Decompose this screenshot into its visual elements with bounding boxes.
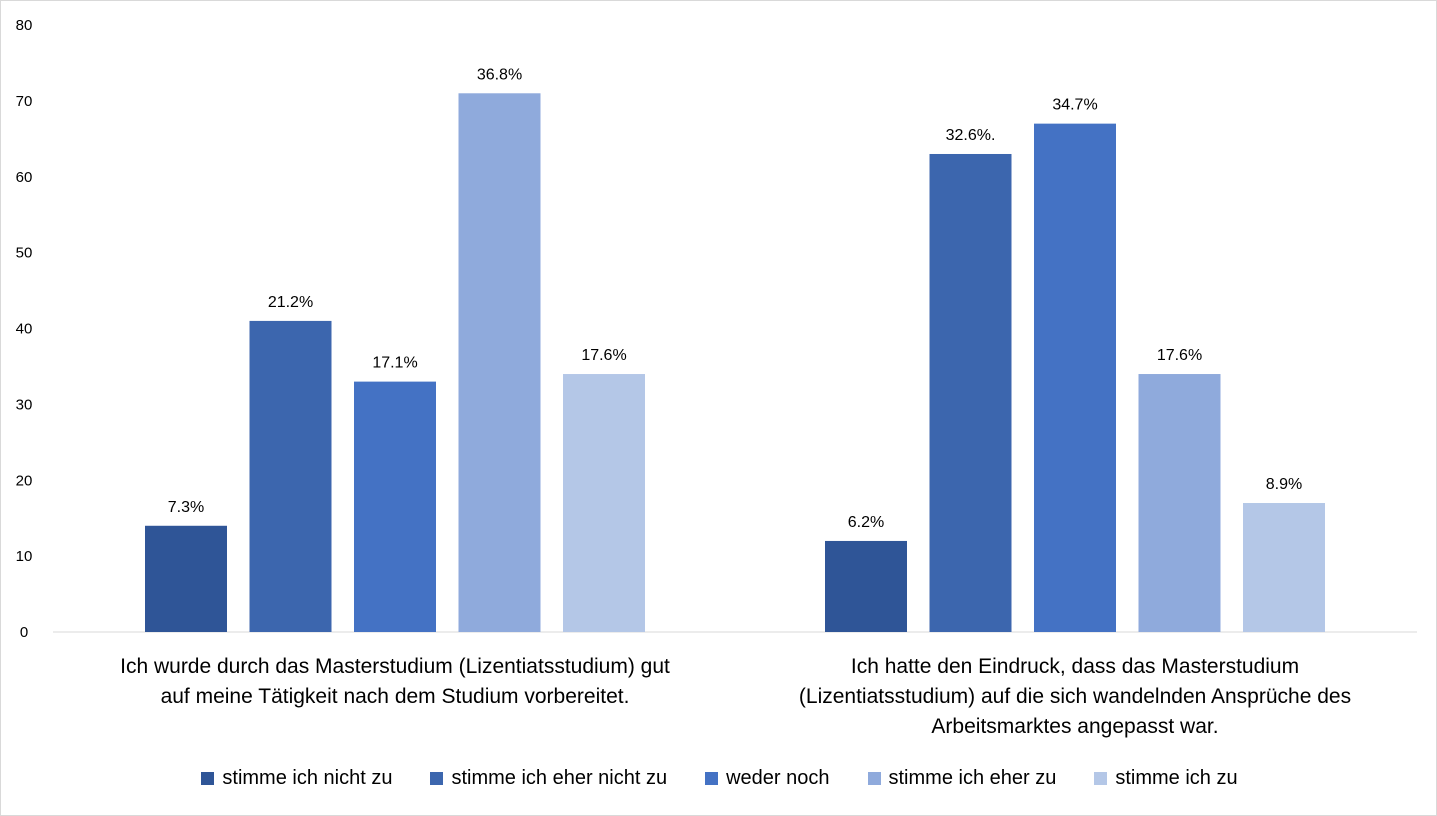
y-tick-label: 50 (16, 245, 33, 262)
bar-4-group-2 (1138, 374, 1221, 632)
legend-label: stimme ich nicht zu (222, 767, 393, 789)
data-label: 34.7% (1052, 97, 1097, 114)
bar-3-group-1 (354, 381, 436, 632)
legend-label: stimme ich eher nicht zu (451, 767, 668, 789)
legend-swatch (867, 772, 881, 785)
category-label: Ich hatte den Eindruck, dass das Masters… (851, 655, 1299, 678)
data-label: 17.1% (372, 355, 417, 372)
data-label: 8.9% (1266, 476, 1302, 493)
y-tick-label: 20 (16, 472, 33, 489)
legend-item: stimme ich eher nicht zu (430, 767, 667, 790)
legend-swatch (430, 772, 444, 785)
legend-item: stimme ich eher zu (867, 767, 1057, 790)
bar-4-group-1 (458, 93, 541, 633)
legend-item: stimme ich zu (1094, 767, 1238, 790)
bar-1-group-1 (145, 525, 227, 632)
bar-2-group-1 (249, 320, 332, 632)
y-tick-label: 40 (16, 321, 33, 338)
bar-2-group-2 (929, 153, 1012, 633)
data-label: 32.6%. (946, 127, 996, 144)
y-tick-label: 80 (16, 17, 33, 34)
data-label: 21.2% (268, 294, 313, 311)
legend: stimme ich nicht zu stimme ich eher nicht… (1, 767, 1437, 790)
legend-item: stimme ich nicht zu (201, 767, 392, 790)
category-label: (Lizentiatsstudium) auf die sich wandeln… (799, 685, 1351, 708)
y-tick-label: 0 (20, 624, 28, 641)
y-tick-label: 60 (16, 169, 33, 186)
bar-5-group-2 (1243, 503, 1325, 632)
category-label: Arbeitsmarktes angepasst war. (931, 715, 1218, 738)
bar-5-group-1 (563, 374, 645, 632)
legend-label: stimme ich eher zu (888, 767, 1057, 789)
legend-item: weder noch (705, 767, 830, 790)
legend-label: stimme ich zu (1115, 767, 1238, 789)
legend-swatch (201, 772, 215, 785)
data-label: 17.6% (1157, 347, 1202, 364)
category-label: auf meine Tätigkeit nach dem Studium vor… (161, 685, 630, 708)
legend-label: weder noch (726, 767, 830, 789)
y-tick-label: 30 (16, 396, 33, 413)
y-tick-label: 10 (16, 548, 33, 565)
data-label: 36.8% (477, 66, 522, 83)
y-tick-label: 70 (16, 93, 33, 110)
data-label: 7.3% (168, 499, 204, 516)
data-label: 6.2% (848, 514, 884, 531)
data-label: 17.6% (581, 347, 626, 364)
legend-swatch (705, 772, 719, 785)
bar-1-group-2 (825, 540, 907, 632)
bar-3-group-2 (1034, 123, 1116, 632)
bar-chart: 0 10 20 30 40 50 60 70 80 7.3% 6.2% 21.2% 32.6%. 17.1… (16, 17, 1417, 738)
legend-swatch (1094, 772, 1108, 785)
category-label: Ich wurde durch das Masterstudium (Lizen… (120, 655, 670, 678)
